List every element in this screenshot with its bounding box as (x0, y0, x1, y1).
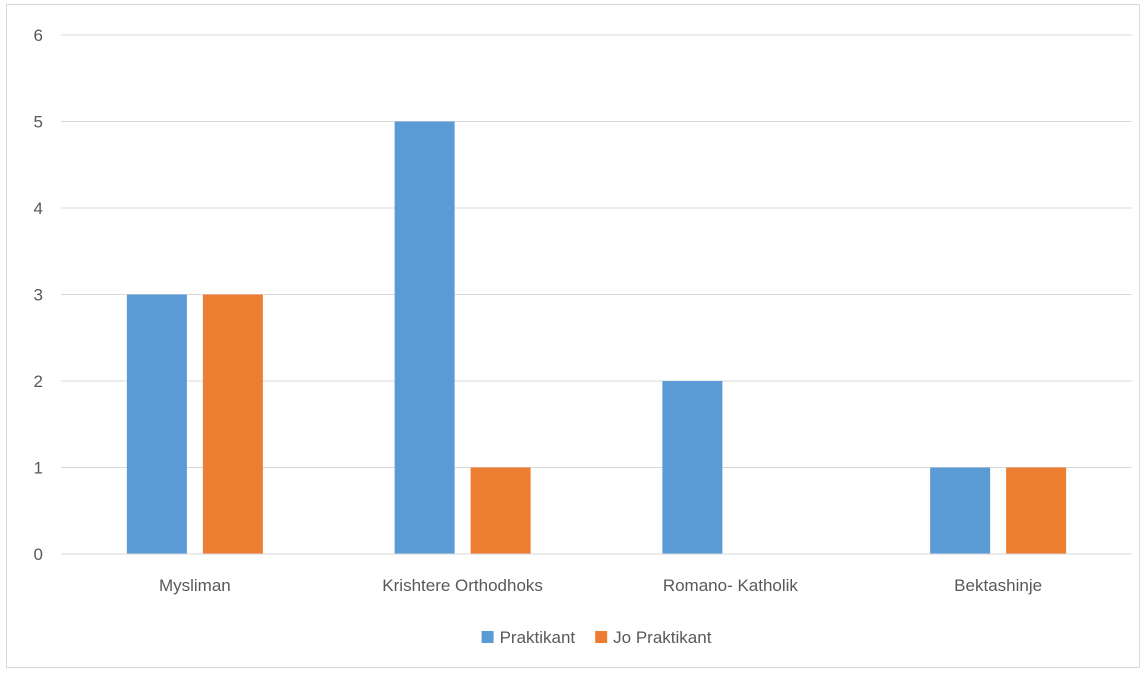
y-tick-label: 0 (34, 545, 43, 564)
bar-jo-praktikant-3 (1006, 467, 1067, 554)
x-tick-label: Mysliman (159, 576, 231, 595)
bar-jo-praktikant-1 (470, 467, 531, 554)
legend-label: Jo Praktikant (613, 628, 712, 647)
bar-praktikant-1 (394, 121, 455, 554)
legend-swatch (595, 631, 608, 643)
x-tick-label: Bektashinje (954, 576, 1042, 595)
legend: Praktikant Jo Praktikant (481, 628, 712, 647)
y-tick-label: 2 (34, 372, 43, 391)
y-tick-label: 3 (34, 286, 43, 305)
bar-praktikant-2 (662, 381, 723, 554)
y-tick-label: 6 (34, 26, 43, 45)
chart-frame (6, 4, 1140, 668)
x-tick-label: Krishtere Orthodhoks (382, 576, 543, 595)
bar-praktikant-0 (126, 294, 187, 554)
bar-jo-praktikant-0 (202, 294, 263, 554)
y-axis-tick-labels: 0 1 2 3 4 5 6 (34, 26, 43, 564)
y-tick-label: 1 (34, 459, 43, 478)
legend-swatch (481, 631, 494, 643)
y-tick-label: 4 (34, 199, 43, 218)
bars (126, 121, 1067, 554)
legend-label: Praktikant (500, 628, 576, 647)
bar-praktikant-3 (930, 467, 991, 554)
y-tick-label: 5 (34, 113, 43, 132)
x-tick-label: Romano- Katholik (663, 576, 799, 595)
x-axis-tick-labels: Mysliman Krishtere Orthodhoks Romano- Kath… (159, 576, 1042, 595)
